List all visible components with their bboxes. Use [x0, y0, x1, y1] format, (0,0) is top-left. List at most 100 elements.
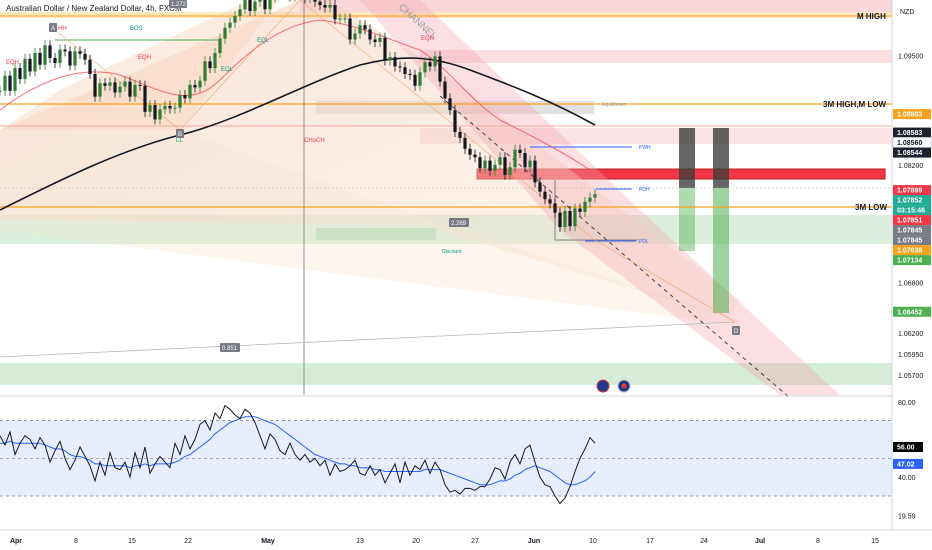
candle-body [588, 197, 592, 202]
candle-body [88, 59, 92, 74]
time-tick-label: Jun [528, 538, 540, 545]
candle-body [38, 52, 42, 65]
price-tick-label: 1.09500 [898, 53, 923, 60]
candle-body [138, 84, 142, 86]
candle-body [178, 95, 182, 108]
projection-dark-2[interactable] [713, 128, 729, 188]
candle-body [473, 154, 477, 158]
price-tag-label: 1.07134 [897, 258, 922, 265]
candle-body [403, 67, 407, 74]
candle-body [583, 201, 587, 212]
candle-body [193, 84, 197, 88]
price-tick-label: 1.05950 [898, 352, 923, 359]
time-tick-label: 17 [646, 538, 654, 545]
candle-body [48, 45, 52, 59]
rsi-pane [0, 404, 892, 505]
price-axis[interactable]: NZD 1.09500 1.08200 1.06800 1.06200 1.05950 1… [891, 0, 932, 530]
candle-body [338, 18, 342, 20]
candle-body [103, 83, 107, 86]
event-flags[interactable] [596, 379, 631, 393]
candle-body [53, 58, 57, 64]
candle-body [528, 160, 532, 168]
candle-body [243, 0, 247, 10]
candle-body [513, 149, 517, 168]
candle-body [133, 84, 137, 97]
candle-body [508, 167, 512, 175]
price-tag-label: 1.07852 [897, 198, 922, 205]
ascending-wedge [0, 0, 280, 130]
candle-body [268, 0, 272, 10]
time-tick-label: Apr [10, 538, 22, 545]
3m-high-label: 3M HIGH,M LOW [823, 100, 887, 109]
price-tag [893, 109, 931, 120]
candle-body [23, 58, 27, 80]
candle-body [518, 149, 522, 154]
candle-body [358, 25, 362, 34]
candle-body [488, 160, 492, 171]
pdl-label: PDL [639, 239, 649, 245]
candle-body [493, 164, 497, 171]
price-tag [893, 255, 931, 266]
candle-body [418, 72, 422, 86]
rsi-value-tag [893, 458, 923, 469]
top-resistance-zone [300, 0, 892, 12]
candle-body [78, 51, 82, 54]
time-tick-label: 24 [700, 538, 708, 545]
candle-body [218, 38, 222, 53]
price-tag-label: 1.08544 [897, 150, 922, 157]
au-flag-icon[interactable] [596, 379, 610, 393]
time-tick-label: 20 [412, 538, 420, 545]
candle-body [83, 53, 87, 60]
rsi-line [0, 404, 596, 505]
candle-body [593, 194, 597, 198]
d-point-label: D [734, 329, 739, 335]
candle-body [523, 153, 527, 168]
price-tag-label: 1.07845 [897, 228, 922, 235]
candle-body [63, 49, 67, 52]
candle-body [258, 0, 262, 2]
candle-body [188, 84, 192, 99]
candle-body [228, 22, 232, 28]
candle-body [223, 27, 227, 39]
choch-label: CHoCH [304, 138, 325, 144]
candle-body [438, 56, 442, 82]
time-axis[interactable]: Apr 8 15 22 May 13 20 27 Jun 10 17 24 Jul 8 15 [0, 529, 932, 545]
candle-body [143, 85, 147, 112]
candle-body [578, 208, 582, 212]
candle-body [503, 157, 507, 175]
candle-body [448, 98, 452, 111]
candle-body [373, 39, 377, 43]
a-point-label: A [51, 26, 55, 32]
price-tag [893, 306, 931, 317]
candle-body [123, 81, 127, 87]
candle-body [108, 82, 112, 86]
candle-body [408, 73, 412, 75]
price-tag [893, 195, 931, 206]
candle-body [443, 81, 447, 99]
ratio-0851-label: 0.851 [222, 346, 238, 352]
time-tick-label: 10 [589, 538, 597, 545]
candle-body [113, 82, 117, 93]
candle-body [538, 182, 542, 192]
candle-body [553, 203, 557, 213]
price-tag [893, 185, 931, 196]
candle-body [428, 62, 432, 67]
candle-body [98, 83, 102, 97]
candle-body [568, 211, 572, 227]
candle-body [18, 68, 22, 80]
candle-body [158, 109, 162, 120]
time-tick-label: May [261, 538, 275, 545]
candle-body [13, 68, 17, 91]
time-tick-label: 8 [816, 538, 820, 545]
candle-body [378, 37, 382, 43]
price-tick-label: 1.08200 [898, 163, 923, 170]
candle-body [323, 5, 327, 8]
rsi-tick-label: 19.59 [898, 514, 916, 521]
eql-2-label: EQL [257, 38, 270, 44]
candle-body [348, 18, 352, 40]
candle-body [198, 80, 202, 88]
projection-dark-1[interactable] [679, 128, 695, 188]
price-tag [893, 225, 931, 236]
m-high-zone [0, 12, 892, 18]
candle-body [458, 132, 462, 138]
